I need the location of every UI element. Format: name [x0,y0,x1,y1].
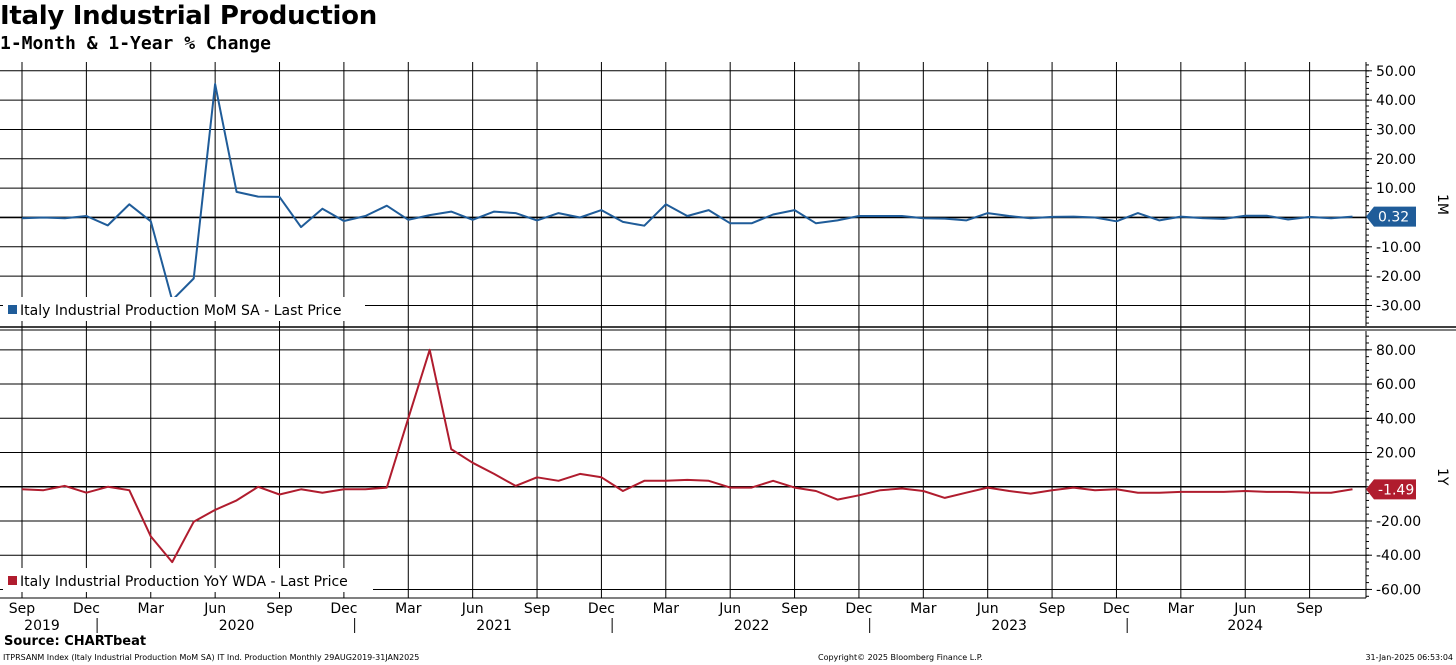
legend-swatch [8,305,17,314]
x-tick-label-month: Mar [1168,601,1195,617]
x-tick-label-month: Dec [73,601,100,617]
y-tick-label: 20.00 [1376,152,1416,168]
last-value-label: 0.32 [1378,210,1409,226]
x-tick-label-month: Jun [203,601,226,617]
legend: Italy Industrial Production YoY WDA - La… [3,568,373,592]
legend: Italy Industrial Production MoM SA - Las… [3,297,365,321]
footer-copyright: Copyright© 2025 Bloomberg Finance L.P. [818,653,983,662]
chart-subtitle: 1-Month & 1-Year % Change [0,33,271,54]
panel-label: 1Y [1434,468,1450,486]
footer-series-info: ITPRSANM Index (Italy Industrial Product… [3,653,420,662]
x-tick-label-month: Dec [845,601,872,617]
last-value-box [1366,479,1416,500]
x-tick-label-month: Jun [976,601,999,617]
x-tick-label-year: 2020 [219,618,255,634]
source-label: Source: CHARTbeat [4,634,147,649]
x-tick-label-year: 2021 [476,618,512,634]
y-tick-label: 10.00 [1376,181,1416,197]
x-tick-label-year: 2023 [991,618,1027,634]
y-tick-label: -30.00 [1376,298,1421,314]
y-tick-label: 30.00 [1376,122,1416,138]
x-tick-label-month: Sep [1039,601,1066,617]
x-tick-label-month: Sep [524,601,551,617]
y-tick-label: -20.00 [1376,269,1421,285]
legend-label: Italy Industrial Production YoY WDA - La… [20,574,348,590]
legend-swatch [8,576,17,585]
x-tick-label-month: Jun [461,601,484,617]
y-tick-label: 40.00 [1376,411,1416,427]
panel-label: 1M [1434,194,1450,215]
y-tick-label: 20.00 [1376,446,1416,462]
series-line-yoy [21,348,1353,564]
x-tick-label-month: Sep [1296,601,1323,617]
y-tick-label: -60.00 [1376,582,1421,598]
y-tick-label: 80.00 [1376,343,1416,359]
x-tick-label-month: Sep [781,601,808,617]
x-tick-label-year: 2022 [734,618,770,634]
legend-bg [3,297,365,321]
x-tick-label-month: Dec [1103,601,1130,617]
chart-title: Italy Industrial Production [0,1,377,31]
y-tick-label: 40.00 [1376,93,1416,109]
x-tick-label-year: 2019 [24,618,60,634]
x-tick-label-month: Mar [395,601,422,617]
x-tick-label-month: Mar [653,601,680,617]
last-value-label: -1.49 [1378,482,1414,498]
y-tick-label: -20.00 [1376,514,1421,530]
x-tick-label-month: Dec [330,601,357,617]
y-tick-label: 60.00 [1376,377,1416,393]
legend-label: Italy Industrial Production MoM SA - Las… [20,303,341,319]
x-tick-label-year: 2024 [1227,618,1263,634]
y-tick-label: -40.00 [1376,548,1421,564]
y-tick-label: 50.00 [1376,64,1416,80]
x-tick-label-month: Dec [588,601,615,617]
footer-timestamp: 31-Jan-2025 06:53:04 [1365,653,1453,662]
x-tick-label-month: Mar [910,601,937,617]
last-value-box [1366,206,1416,227]
x-tick-label-month: Mar [138,601,165,617]
x-tick-label-month: Sep [9,601,36,617]
x-tick-label-month: Sep [266,601,293,617]
series-line-mom [21,83,1353,302]
y-tick-label: -10.00 [1376,240,1421,256]
x-tick-label-month: Jun [1233,601,1256,617]
legend-bg [3,568,373,592]
x-tick-label-month: Jun [718,601,741,617]
